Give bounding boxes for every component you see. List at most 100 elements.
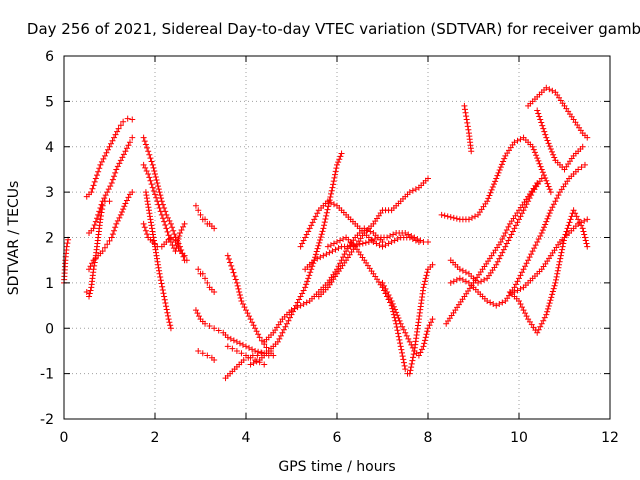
data-point [178, 226, 185, 233]
data-point [429, 261, 436, 268]
data-point [411, 234, 418, 241]
data-point [543, 84, 550, 91]
data-point [580, 228, 587, 235]
data-point [398, 346, 405, 353]
grid [64, 56, 610, 419]
data-point [367, 228, 374, 235]
data-point [238, 298, 245, 305]
data-point [542, 131, 549, 138]
data-point [145, 204, 152, 211]
data-point [166, 217, 173, 224]
data-point [421, 340, 428, 347]
data-point [575, 166, 582, 173]
data-point [147, 216, 154, 223]
data-point [249, 319, 256, 326]
data-point [337, 153, 344, 160]
data-point [462, 269, 469, 276]
data-point [523, 260, 530, 267]
data-point [534, 107, 541, 114]
data-point [531, 245, 538, 252]
data-point [91, 259, 98, 266]
x-tick-label: 4 [242, 430, 251, 446]
series-arc-32 [511, 216, 591, 295]
data-point [64, 240, 71, 247]
data-point [195, 347, 202, 354]
data-point [243, 343, 249, 350]
data-point [409, 187, 416, 194]
data-point [106, 198, 113, 205]
y-tick-label: 2 [45, 231, 54, 247]
series-arc-31 [534, 107, 586, 173]
data-point [584, 134, 591, 141]
data-point [459, 276, 466, 283]
data-point [305, 275, 312, 282]
data-point [541, 172, 548, 179]
data-point [157, 274, 164, 281]
data-point [146, 213, 153, 220]
data-point [425, 175, 431, 182]
data-point [545, 183, 552, 190]
data-point [514, 137, 521, 144]
data-point [274, 338, 281, 345]
data-point [579, 143, 586, 150]
data-point [331, 174, 338, 181]
data-point [415, 352, 422, 359]
data-point [263, 344, 270, 351]
data-point [111, 173, 118, 180]
data-point [230, 337, 237, 344]
data-point [299, 290, 306, 297]
data-point [382, 242, 389, 249]
data-point [538, 175, 545, 182]
data-point [156, 270, 163, 277]
data-point [317, 236, 324, 243]
data-point [330, 240, 337, 247]
data-point [143, 192, 150, 199]
data-point [90, 266, 97, 273]
data-point [538, 119, 545, 126]
data-point [544, 305, 551, 312]
data-point [502, 243, 509, 250]
data-point [529, 248, 536, 255]
data-point [153, 177, 160, 184]
data-point [228, 262, 235, 269]
data-point [147, 155, 154, 162]
data-point [487, 189, 494, 196]
data-point [422, 275, 429, 282]
data-point [441, 212, 448, 219]
data-point [321, 219, 328, 226]
data-point [511, 225, 518, 232]
data-point [215, 327, 222, 334]
data-point [256, 334, 263, 341]
data-point [425, 325, 431, 332]
data-point [534, 329, 541, 336]
data-point [149, 161, 156, 168]
data-point [250, 360, 257, 367]
data-point [255, 331, 262, 338]
data-point [303, 281, 310, 288]
data-point [143, 195, 150, 202]
data-point [408, 232, 415, 239]
y-tick-label: 3 [45, 185, 54, 201]
data-point [540, 125, 547, 132]
data-point [500, 232, 507, 239]
data-point [556, 261, 563, 268]
data-point [533, 152, 540, 159]
data-point [159, 287, 166, 294]
data-point [429, 316, 436, 323]
data-point [237, 295, 244, 301]
data-point [144, 201, 151, 208]
data-point [253, 328, 260, 335]
data-point [156, 267, 163, 274]
data-point [129, 189, 136, 196]
data-point [154, 198, 161, 205]
data-point [520, 266, 527, 273]
data-point [547, 189, 554, 196]
data-point [247, 316, 254, 323]
data-point [297, 302, 304, 309]
data-point [305, 228, 312, 235]
data-point [175, 236, 182, 243]
data-point [283, 320, 290, 327]
data-point [328, 190, 335, 197]
data-point [535, 157, 542, 164]
data-point [195, 207, 202, 214]
